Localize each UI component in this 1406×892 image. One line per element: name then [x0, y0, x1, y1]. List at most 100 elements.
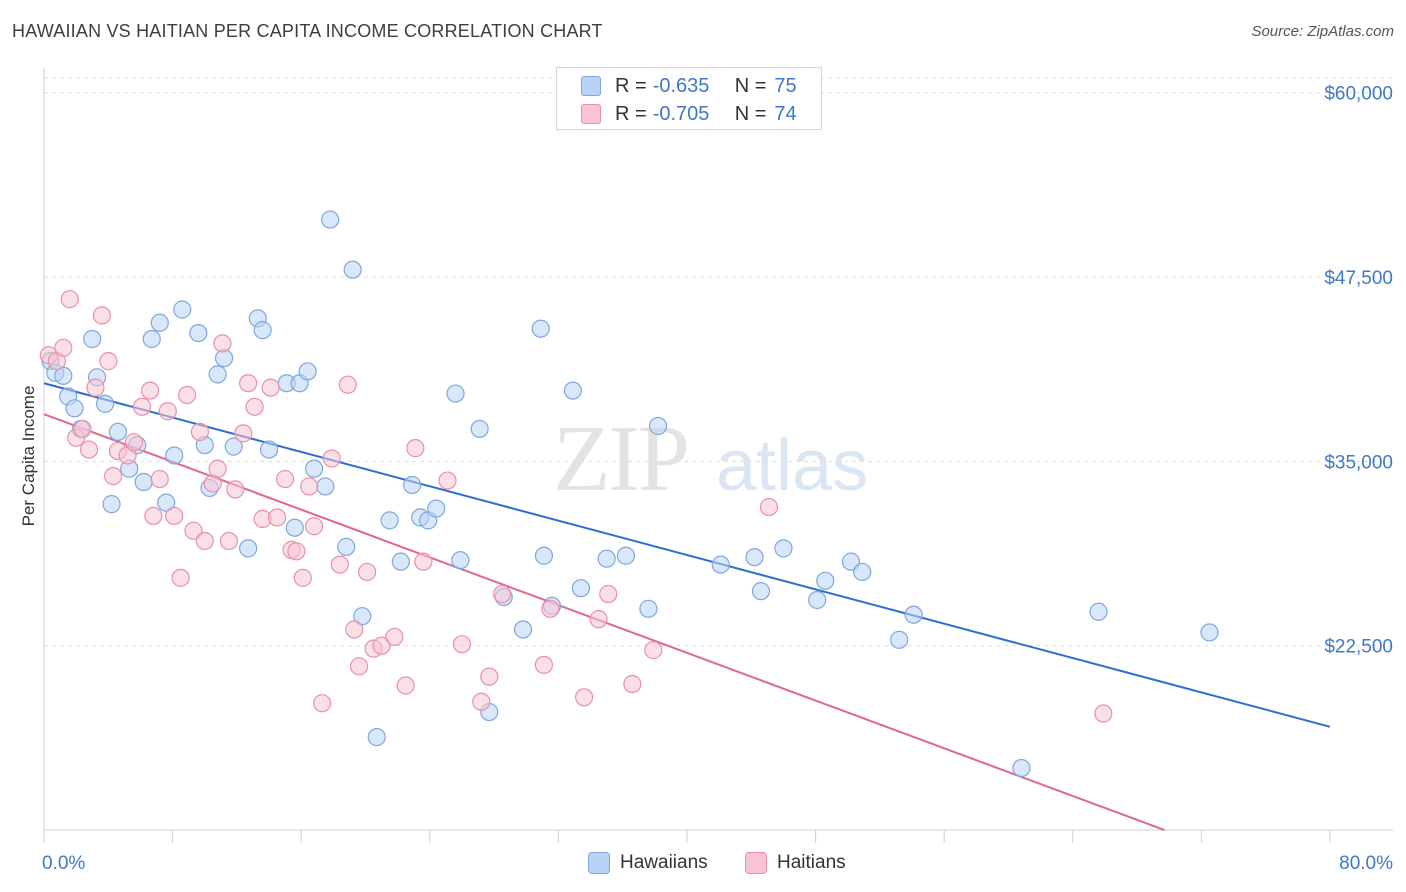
y-tick-label: $60,000 [1324, 84, 1393, 105]
hawaiian-point [451, 551, 470, 570]
n-value: 74 [774, 102, 797, 125]
hawaiian-point [134, 472, 153, 492]
hawaiian-point [711, 555, 730, 574]
hawaiian-point [224, 437, 243, 456]
haitian-point [165, 506, 184, 526]
haitians-swatch [581, 104, 601, 124]
y-axis-title: Per Capita Income [19, 386, 38, 527]
hawaiian-point [774, 539, 793, 558]
haitian-point [372, 636, 391, 655]
hawaiian-point [1012, 758, 1031, 778]
hawaiian-point [208, 365, 227, 384]
hawaiian-point [403, 475, 422, 495]
hawaiian-point [470, 419, 489, 439]
haitian-point [338, 375, 357, 394]
hawaiian-point [427, 499, 446, 518]
legend-row-hawaiians: R = -0.635 N = 75 [581, 74, 797, 98]
hawaiian-point [616, 546, 636, 565]
haitian-point [414, 552, 433, 571]
haitian-point [124, 433, 144, 452]
haitian-point [759, 497, 779, 517]
haitian-point [171, 568, 190, 587]
hawaiian-point [648, 416, 668, 436]
hawaiian-point [1089, 602, 1108, 621]
haitian-point [304, 517, 324, 536]
x-tick-label: 0.0% [42, 853, 85, 874]
haitian-point [396, 676, 415, 695]
hawaiian-point [189, 323, 208, 343]
hawaiian-point [841, 552, 861, 571]
haitian-point [73, 419, 92, 439]
hawaiian-point [83, 329, 102, 349]
watermark-atlas: atlas [716, 426, 868, 506]
hawaiian-point [108, 422, 128, 441]
hawaiian-point [353, 607, 372, 626]
haitian-point [86, 378, 105, 397]
hawaiian-point [253, 321, 272, 340]
hawaiians-swatch [581, 76, 601, 96]
haitian-point [541, 599, 560, 618]
hawaiian-point [150, 313, 169, 332]
hawaiian-point [173, 300, 192, 319]
haitian-point [358, 562, 377, 582]
haitian-point [208, 459, 227, 478]
hawaiian-point [165, 446, 184, 465]
haitian-point [438, 471, 457, 490]
haitian-point [575, 688, 594, 707]
hawaiian-point [853, 562, 872, 582]
hawaiian-point [239, 539, 258, 558]
haitian-point [261, 378, 280, 397]
haitian-point [599, 584, 618, 604]
hawaiian-point [343, 260, 362, 279]
haitian-point [234, 424, 253, 443]
haitian-point [644, 641, 663, 660]
hawaiian-point [142, 329, 161, 349]
haitian-point [150, 469, 169, 489]
haitian-point [472, 692, 491, 711]
haitian-point [54, 338, 73, 357]
hawaiian-point [639, 599, 658, 618]
haitian-point [144, 506, 163, 526]
hawaiian-point [316, 477, 335, 496]
haitian-point [245, 397, 264, 416]
hawaiian-point [890, 630, 909, 649]
haitian-point [195, 531, 214, 551]
hawaiian-point [534, 546, 554, 565]
n-label: N = [734, 74, 767, 97]
n-value: 75 [774, 74, 797, 97]
haitian-point [158, 402, 177, 421]
hawaiian-point [513, 620, 533, 639]
haitian-point [322, 449, 341, 468]
watermark-zip: ZIP [553, 407, 688, 511]
haitian-point [300, 477, 319, 496]
haitian-point [267, 508, 287, 527]
haitian-point [480, 667, 499, 686]
haitian-point [276, 469, 295, 489]
hawaiian-point [571, 579, 591, 598]
hawaiian-point [745, 548, 764, 567]
y-tick-label: $35,000 [1324, 452, 1393, 473]
haitian-point [239, 374, 258, 393]
haitian-point [140, 381, 160, 400]
x-tick-label: 80.0% [1339, 853, 1393, 874]
hawaiian-point [531, 319, 550, 338]
axis-labels: $22,500 $35,000 $47,500 $60,000 0.0% 80.0% Per… [19, 84, 1393, 874]
r-value: -0.705 [652, 102, 710, 125]
y-tick-label: $47,500 [1324, 268, 1393, 289]
haitian-point [226, 480, 245, 499]
haitians-swatch [745, 852, 767, 874]
hawaiian-point [808, 590, 827, 610]
hawaiian-point [102, 495, 121, 514]
hawaiian-point [285, 518, 304, 537]
haitian-point [213, 334, 232, 353]
hawaiian-point [298, 362, 317, 381]
hawaiian-point [259, 440, 279, 459]
haitian-point [385, 627, 404, 646]
haitian-point [345, 620, 364, 639]
haitian-point [1094, 704, 1113, 723]
hawaiian-point [321, 210, 340, 229]
haitian-point [177, 385, 197, 405]
hawaiian-point [380, 511, 399, 530]
haitian-point [79, 440, 99, 459]
hawaiian-point [391, 552, 410, 571]
